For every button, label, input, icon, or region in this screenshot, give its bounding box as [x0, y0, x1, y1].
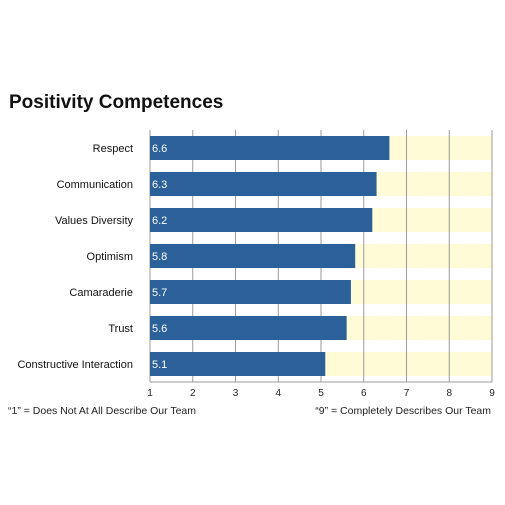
data-label: 6.3: [152, 179, 167, 191]
scale-note-high: “9” = Completely Describes Our Team: [315, 405, 491, 417]
bar: [150, 208, 373, 232]
x-tick-label: 2: [190, 388, 196, 399]
x-tick-label: 8: [446, 388, 452, 399]
bar: [150, 136, 390, 160]
bar: [150, 244, 356, 268]
x-tick-label: 1: [147, 388, 153, 399]
bar: [150, 280, 351, 304]
x-tick-label: 7: [404, 388, 410, 399]
data-label: 6.6: [152, 143, 167, 155]
data-label: 5.7: [152, 287, 167, 299]
data-label: 6.2: [152, 215, 167, 227]
data-label: 5.1: [152, 359, 167, 371]
category-label: Trust: [108, 323, 133, 335]
category-label: Camaraderie: [69, 287, 133, 299]
data-label: 5.6: [152, 323, 167, 335]
data-label: 5.8: [152, 251, 167, 263]
category-label: Communication: [57, 179, 133, 191]
chart-title: Positivity Competences: [9, 92, 224, 113]
x-tick-label: 6: [361, 388, 367, 399]
x-tick-label: 5: [318, 388, 324, 399]
category-label: Constructive Interaction: [17, 359, 133, 371]
bar: [150, 172, 377, 196]
category-label: Optimism: [87, 251, 133, 263]
x-tick-label: 9: [489, 388, 495, 399]
x-tick-label: 3: [233, 388, 239, 399]
x-tick-label: 4: [275, 388, 281, 399]
bar: [150, 352, 326, 376]
bar: [150, 316, 347, 340]
category-label: Values Diversity: [55, 215, 134, 227]
scale-note-low: “1” = Does Not At All Describe Our Team: [8, 405, 197, 417]
category-label: Respect: [93, 143, 133, 155]
